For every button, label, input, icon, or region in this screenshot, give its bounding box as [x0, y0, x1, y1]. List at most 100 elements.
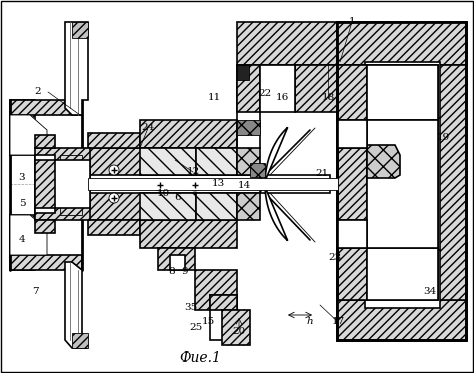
Polygon shape: [170, 255, 185, 270]
Polygon shape: [210, 295, 237, 340]
Text: 9: 9: [182, 267, 188, 276]
Polygon shape: [88, 220, 140, 235]
Polygon shape: [338, 120, 367, 148]
Text: 16: 16: [275, 94, 289, 103]
Polygon shape: [337, 300, 466, 340]
Text: 34: 34: [423, 288, 437, 297]
Polygon shape: [10, 100, 35, 155]
Polygon shape: [35, 148, 90, 220]
Polygon shape: [237, 120, 260, 135]
Text: 20: 20: [232, 327, 246, 336]
Polygon shape: [35, 208, 55, 213]
Text: 18: 18: [321, 94, 335, 103]
Polygon shape: [337, 22, 466, 62]
Text: 1: 1: [349, 18, 356, 26]
Polygon shape: [367, 120, 438, 248]
Polygon shape: [295, 65, 337, 112]
Polygon shape: [440, 62, 466, 308]
Polygon shape: [35, 135, 55, 148]
Circle shape: [154, 179, 166, 191]
Polygon shape: [72, 22, 88, 38]
Text: 17: 17: [331, 317, 345, 326]
Polygon shape: [60, 195, 82, 215]
Text: h: h: [307, 317, 313, 326]
Polygon shape: [260, 65, 295, 112]
Polygon shape: [337, 22, 365, 118]
Text: 11: 11: [207, 94, 220, 103]
Polygon shape: [222, 310, 250, 345]
Text: 6: 6: [175, 194, 182, 203]
Circle shape: [109, 165, 119, 175]
Text: 14: 14: [237, 181, 251, 189]
Polygon shape: [260, 127, 288, 241]
Polygon shape: [10, 215, 47, 255]
Polygon shape: [196, 193, 237, 220]
Text: 24: 24: [141, 123, 155, 132]
Polygon shape: [140, 148, 196, 175]
Text: 5: 5: [18, 198, 25, 207]
Polygon shape: [88, 133, 140, 148]
Polygon shape: [10, 115, 47, 155]
Text: 4: 4: [18, 235, 25, 244]
Polygon shape: [367, 145, 400, 178]
Text: 3: 3: [18, 173, 25, 182]
Polygon shape: [210, 295, 237, 310]
Polygon shape: [158, 248, 195, 270]
Text: 25: 25: [190, 323, 202, 332]
Polygon shape: [10, 100, 82, 115]
Polygon shape: [140, 120, 237, 148]
Polygon shape: [365, 250, 440, 308]
Polygon shape: [338, 220, 367, 248]
Polygon shape: [337, 22, 466, 340]
Text: 2: 2: [35, 88, 41, 97]
Polygon shape: [88, 175, 330, 193]
Text: 35: 35: [184, 303, 198, 311]
Text: 8: 8: [169, 267, 175, 276]
Text: 10: 10: [156, 188, 170, 197]
Circle shape: [109, 193, 119, 203]
Polygon shape: [337, 22, 466, 65]
Text: 7: 7: [32, 288, 38, 297]
Circle shape: [189, 179, 201, 191]
Polygon shape: [237, 65, 260, 112]
Polygon shape: [196, 148, 237, 175]
Polygon shape: [338, 148, 367, 220]
Polygon shape: [338, 248, 367, 300]
Polygon shape: [365, 62, 440, 118]
Polygon shape: [367, 248, 438, 300]
Polygon shape: [237, 22, 337, 65]
Polygon shape: [88, 178, 338, 190]
Polygon shape: [35, 155, 55, 160]
Polygon shape: [338, 65, 438, 300]
Text: 23: 23: [328, 253, 342, 261]
Polygon shape: [195, 270, 237, 310]
Text: 22: 22: [258, 88, 272, 97]
Polygon shape: [337, 22, 466, 340]
Polygon shape: [60, 155, 82, 173]
Text: 13: 13: [211, 179, 225, 188]
Polygon shape: [365, 118, 440, 250]
Polygon shape: [10, 255, 82, 270]
Polygon shape: [440, 55, 466, 308]
Polygon shape: [237, 148, 260, 175]
Text: 15: 15: [201, 317, 215, 326]
Polygon shape: [65, 22, 88, 115]
Polygon shape: [337, 250, 365, 340]
Polygon shape: [367, 65, 438, 120]
Polygon shape: [55, 160, 90, 208]
Polygon shape: [337, 300, 466, 340]
Text: 12: 12: [186, 167, 200, 176]
Polygon shape: [72, 333, 88, 348]
Polygon shape: [250, 163, 265, 177]
Polygon shape: [88, 148, 237, 220]
Polygon shape: [140, 220, 237, 248]
Text: 21: 21: [315, 169, 328, 178]
Text: 19: 19: [437, 134, 450, 142]
Text: Фие.1: Фие.1: [179, 351, 221, 365]
Polygon shape: [10, 215, 35, 270]
Polygon shape: [338, 65, 367, 120]
Polygon shape: [237, 65, 249, 80]
Polygon shape: [65, 262, 88, 348]
Polygon shape: [140, 193, 196, 220]
Polygon shape: [435, 62, 466, 308]
